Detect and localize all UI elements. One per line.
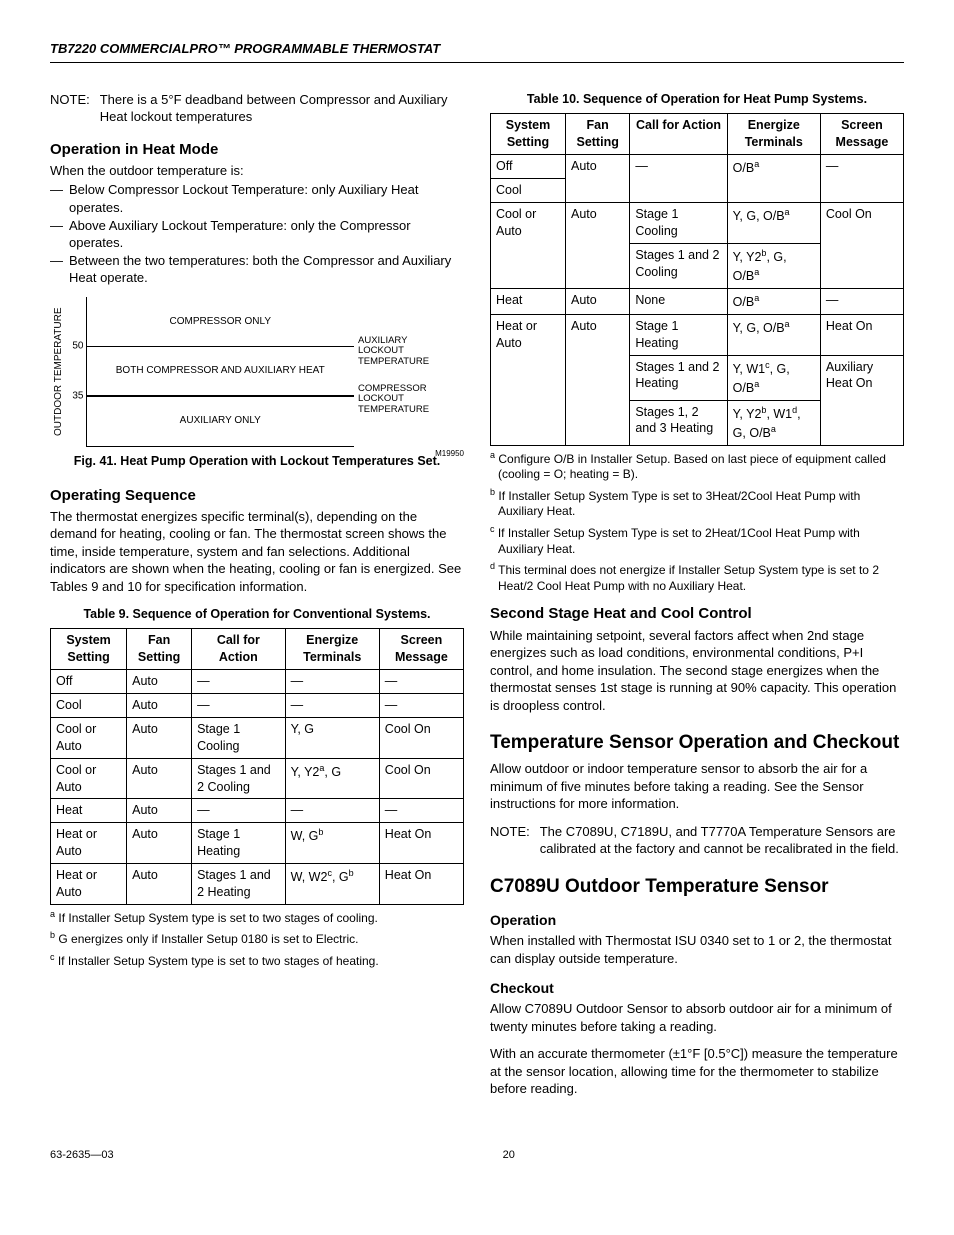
heading-second-stage: Second Stage Heat and Cool Control [490,604,904,624]
note-deadband: NOTE: There is a 5°F deadband between Co… [50,91,464,126]
table-header: Fan Setting [127,629,192,670]
table-row: OffAuto—O/Ba— [491,155,904,179]
heading-operating-sequence: Operating Sequence [50,486,464,506]
table-row: Heat or AutoAutoStage 1 HeatingW, GbHeat… [51,823,464,864]
list-item: Between the two temperatures: both the C… [50,252,464,287]
table9-caption: Table 9. Sequence of Operation for Conve… [50,606,464,623]
table-header: Energize Terminals [727,114,820,155]
table10-footnote-c: c If Installer Setup System Type is set … [490,524,904,557]
chart-plot-area: COMPRESSOR ONLYBOTH COMPRESSOR AND AUXIL… [86,297,355,447]
chart-code: M19950 [435,450,464,459]
table-header: Screen Message [379,629,463,670]
table9-footnote-a: a If Installer Setup System type is set … [50,909,464,927]
table-row: CoolAuto——— [51,694,464,718]
table-header: Call for Action [192,629,286,670]
table10-footnote-d: d This terminal does not energize if Ins… [490,561,904,594]
table-row: Cool or AutoAutoStage 1 CoolingY, G, O/B… [491,202,904,243]
table-row: Cool or AutoAutoStages 1 and 2 CoolingY,… [51,758,464,799]
table-row: Cool or AutoAutoStage 1 CoolingY, GCool … [51,717,464,758]
table-header: System Setting [51,629,127,670]
table-header: System Setting [491,114,566,155]
temp-sensor-intro: Allow outdoor or indoor temperature sens… [490,760,904,813]
checkout-text-1: Allow C7089U Outdoor Sensor to absorb ou… [490,1000,904,1035]
chart-zone-label: COMPRESSOR ONLY [87,297,355,346]
note-text: The C7089U, C7189U, and T7770A Temperatu… [540,823,904,858]
table-row: OffAuto——— [51,670,464,694]
heading-checkout: Checkout [490,979,904,998]
chart-right-label: AUXILIARYLOCKOUTTEMPERATURE [358,336,429,367]
chart-zone-label: BOTH COMPRESSOR AND AUXILIARY HEAT [87,346,355,395]
table10: System SettingFan SettingCall for Action… [490,113,904,445]
op-heat-list: Below Compressor Lockout Temperature: on… [50,181,464,286]
op-heat-intro: When the outdoor temperature is: [50,162,464,180]
table-row: Heat or AutoAutoStages 1 and 2 HeatingW,… [51,864,464,905]
table9-footnote-b: b G energizes only if Installer Setup 01… [50,930,464,948]
heading-operation: Operation [490,911,904,930]
table-header: Screen Message [820,114,903,155]
chart-tick: 50 [72,339,83,353]
fig41-chart: OUTDOOR TEMPERATURE 50 35 COMPRESSOR ONLY… [50,297,464,447]
chart-right-label: COMPRESSORLOCKOUTTEMPERATURE [358,384,429,415]
note-label: NOTE: [490,823,530,858]
table-row: HeatAuto——— [51,799,464,823]
chart-zone-label: AUXILIARY ONLY [87,395,355,446]
table10-footnote-a: a Configure O/B in Installer Setup. Base… [490,450,904,483]
checkout-text-2: With an accurate thermometer (±1°F [0.5°… [490,1045,904,1098]
second-stage-text: While maintaining setpoint, several fact… [490,627,904,715]
table-row: HeatAutoNoneO/Ba— [491,288,904,314]
table10-footnote-b: b If Installer Setup System Type is set … [490,487,904,520]
chart-divider-line [87,346,355,348]
chart-y-axis-label: OUTDOOR TEMPERATURE [50,297,66,447]
footer-docnum: 63-2635—03 [50,1148,114,1163]
table9-footnote-c: c If Installer Setup System type is set … [50,952,464,970]
note-calibration: NOTE: The C7089U, C7189U, and T7770A Tem… [490,823,904,858]
note-text: There is a 5°F deadband between Compress… [100,91,464,126]
table-header: Energize Terminals [285,629,379,670]
table-row: Heat or AutoAutoStage 1 HeatingY, G, O/B… [491,314,904,355]
page-footer: 63-2635—03 20 [50,1148,904,1163]
list-item: Below Compressor Lockout Temperature: on… [50,181,464,216]
footer-pagenum: 20 [503,1148,515,1163]
operation-text: When installed with Thermostat ISU 0340 … [490,932,904,967]
table-header: Call for Action [630,114,727,155]
two-column-layout: NOTE: There is a 5°F deadband between Co… [50,91,904,1108]
heading-temp-sensor-op-checkout: Temperature Sensor Operation and Checkou… [490,730,904,756]
operating-sequence-text: The thermostat energizes specific termin… [50,508,464,596]
table9: System SettingFan SettingCall for Action… [50,628,464,904]
fig41-caption: Fig. 41. Heat Pump Operation with Lockou… [50,453,464,470]
page-header: TB7220 COMMERCIALPRO™ PROGRAMMABLE THERM… [50,40,904,63]
chart-tick: 35 [72,389,83,403]
chart-right-labels: M19950 AUXILIARYLOCKOUTTEMPERATURECOMPRE… [354,297,464,447]
note-label: NOTE: [50,91,90,126]
heading-operation-heat-mode: Operation in Heat Mode [50,140,464,160]
left-column: NOTE: There is a 5°F deadband between Co… [50,91,464,1108]
chart-divider-line [87,395,355,397]
right-column: Table 10. Sequence of Operation for Heat… [490,91,904,1108]
chart-y-ticks: 50 35 [66,297,86,447]
table10-caption: Table 10. Sequence of Operation for Heat… [490,91,904,108]
heading-c7089u: C7089U Outdoor Temperature Sensor [490,874,904,900]
table-header: Fan Setting [566,114,630,155]
list-item: Above Auxiliary Lockout Temperature: onl… [50,217,464,252]
